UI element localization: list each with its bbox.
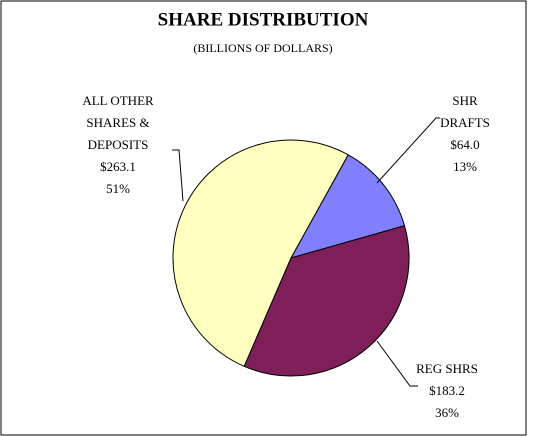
pie-slice [289,154,406,259]
pie-slice [172,139,349,367]
percent-label: 51% [106,181,130,196]
value-label: $263.1 [100,159,136,174]
category-label: ALL OTHER SHARES & DEPOSITS [82,93,154,152]
leader-line [172,149,184,202]
slice-label: REG SHRS $183.2 36% [402,358,492,424]
percent-label: 36% [435,405,459,420]
leader-line [376,340,418,387]
percent-label: 13% [453,159,477,174]
leader-line [376,117,440,184]
category-label: REG SHRS [416,361,478,376]
chart-subtitle: (BILLIONS OF DOLLARS) [193,41,332,55]
value-label: $183.2 [429,383,465,398]
slice-label: SHR DRAFTS $64.0 13% [435,90,495,178]
value-label: $64.0 [450,137,480,152]
pie [172,139,410,377]
slice-label: ALL OTHER SHARES & DEPOSITS $263.1 51% [76,90,160,200]
pie-slice [243,225,410,377]
category-label: SHR DRAFTS [440,93,490,130]
chart-title: SHARE DISTRIBUTION [158,9,369,30]
